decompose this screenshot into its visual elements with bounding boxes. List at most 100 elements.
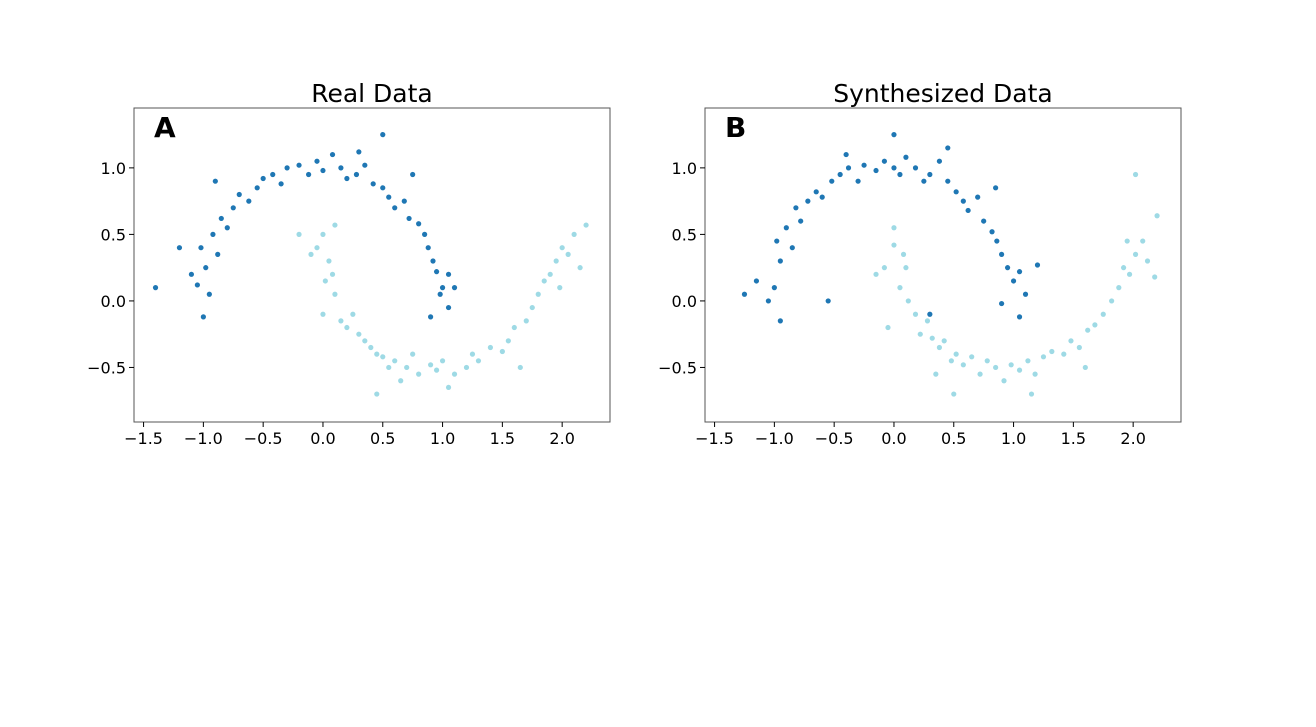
data-point [855, 178, 861, 184]
data-point [921, 178, 927, 184]
data-point [1016, 269, 1023, 275]
data-point [535, 291, 541, 297]
data-point [260, 175, 266, 182]
x-tick-label: 1.0 [430, 429, 455, 448]
data-point [999, 251, 1005, 257]
data-point [380, 354, 386, 360]
data-point [329, 271, 336, 277]
x-tick-label: −1.0 [755, 429, 794, 448]
data-point [296, 162, 302, 168]
data-point [1004, 265, 1011, 271]
x-tick-label: 1.5 [1061, 429, 1086, 448]
data-point [1152, 274, 1158, 280]
data-point [1116, 285, 1122, 291]
data-point [523, 318, 529, 324]
data-point [404, 364, 410, 371]
data-point [1034, 262, 1041, 268]
data-point [927, 171, 933, 178]
data-point [451, 371, 458, 377]
x-tick-label: 0.5 [941, 429, 966, 448]
x-tick-label: −1.5 [695, 429, 734, 448]
data-point [1016, 367, 1023, 373]
data-point [308, 251, 314, 257]
series-0 [152, 132, 458, 320]
data-point [553, 258, 559, 264]
data-point [941, 338, 947, 344]
data-point [1132, 171, 1139, 178]
data-point [1124, 238, 1130, 244]
data-point [475, 358, 482, 364]
y-tick-label: 0.0 [101, 292, 126, 311]
data-point [993, 185, 999, 191]
data-point [1076, 344, 1082, 351]
data-point [386, 364, 392, 371]
data-point [951, 391, 957, 397]
data-point [813, 189, 819, 195]
data-point [152, 285, 159, 291]
data-point [433, 269, 440, 275]
y-tick-label: −0.5 [87, 358, 126, 377]
data-point [1085, 327, 1091, 333]
data-point [936, 344, 943, 351]
data-point [903, 154, 909, 160]
data-point [1126, 271, 1133, 277]
data-point [1016, 314, 1023, 320]
data-point [789, 245, 795, 251]
data-point [314, 158, 320, 164]
data-point [445, 271, 452, 277]
data-point [541, 278, 547, 284]
data-point [296, 231, 302, 237]
data-point [439, 358, 446, 364]
data-point [410, 171, 416, 178]
data-point [845, 165, 852, 171]
data-point [793, 205, 799, 211]
data-point [198, 245, 204, 251]
data-point [885, 324, 891, 331]
y-tick-label: −0.5 [658, 358, 697, 377]
data-point [825, 298, 831, 304]
data-point [984, 358, 990, 364]
data-point [392, 205, 398, 211]
data-point [356, 149, 362, 155]
data-point [1144, 258, 1151, 264]
data-point [547, 271, 553, 277]
data-point [398, 378, 404, 384]
data-point [425, 245, 431, 251]
data-point [891, 242, 897, 248]
data-point [416, 371, 422, 377]
data-point [1100, 311, 1106, 317]
data-point [1061, 351, 1067, 357]
x-tick-label: −0.5 [244, 429, 283, 448]
data-point [571, 231, 577, 237]
data-point [416, 221, 422, 227]
data-point [392, 358, 398, 364]
data-point [320, 311, 326, 317]
data-point [881, 158, 887, 164]
data-point [945, 145, 951, 151]
data-point [188, 271, 195, 277]
chart-title: Synthesized Data [833, 79, 1053, 108]
data-point [487, 344, 494, 351]
data-point [777, 318, 783, 324]
data-point [344, 175, 350, 182]
series-0 [741, 132, 1041, 324]
data-point [437, 291, 443, 297]
y-tick-label: 1.0 [672, 159, 697, 178]
panel-label: A [154, 111, 176, 144]
data-point [224, 225, 230, 231]
data-point [210, 231, 216, 237]
data-point [338, 165, 344, 171]
data-point [977, 371, 983, 377]
axes-frame [133, 107, 611, 423]
series-1 [296, 222, 589, 397]
data-point [380, 185, 386, 191]
data-point [326, 258, 332, 264]
data-point [912, 311, 919, 317]
data-point [1001, 378, 1007, 384]
data-point [529, 304, 535, 311]
data-point [451, 285, 458, 291]
data-point [897, 285, 903, 291]
data-point [332, 222, 338, 228]
data-point [401, 198, 407, 204]
data-point [753, 278, 760, 284]
